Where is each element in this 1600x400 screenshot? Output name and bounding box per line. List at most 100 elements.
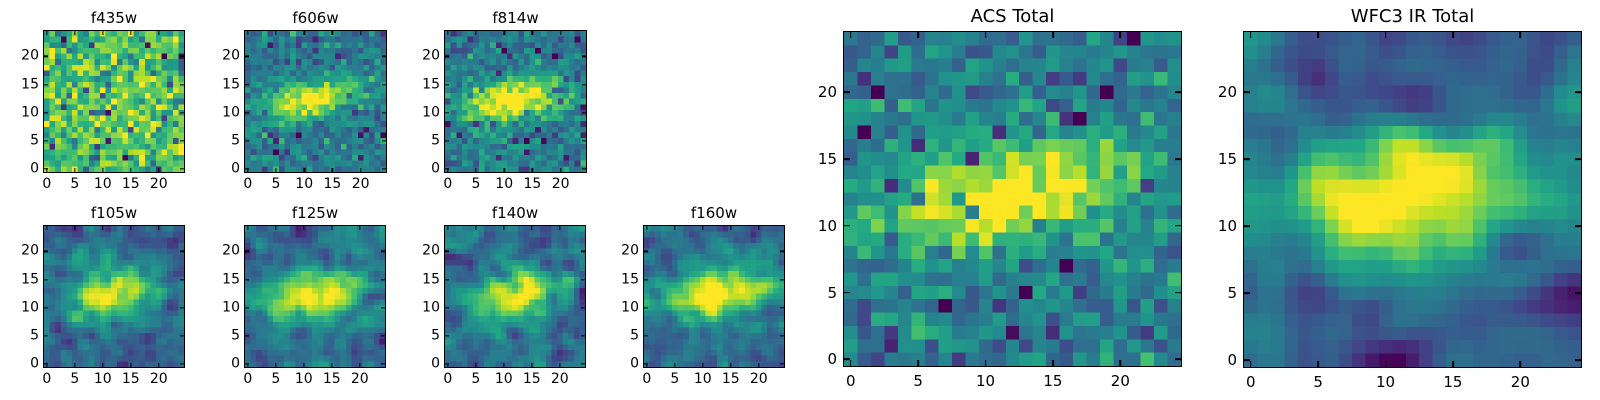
x-tick-mark	[74, 168, 76, 172]
x-tick-mark	[130, 31, 132, 35]
y-tick-label: 5	[30, 132, 39, 149]
x-tick-label: 15	[322, 371, 341, 387]
subplot-f160w: f160w 0 5 10 15 20 0 5 10 15 20	[621, 204, 785, 387]
x-tick-label: 15	[1443, 373, 1463, 391]
x-tick-label: 10	[494, 371, 513, 387]
x-tick-mark	[531, 168, 534, 172]
subplot-title: f160w	[690, 203, 738, 222]
y-tick-mark	[445, 250, 449, 253]
y-tick-label: 15	[422, 271, 440, 288]
x-tick-mark	[46, 226, 48, 230]
subplot-title: f814w	[492, 8, 539, 27]
x-tick-mark	[102, 363, 104, 367]
y-tick-mark	[1575, 292, 1581, 295]
y-tick-label: 5	[30, 327, 39, 344]
y-tick-label: 0	[231, 355, 240, 372]
y-tick-label: 10	[422, 299, 440, 316]
x-tick-mark	[102, 168, 104, 172]
y-tick-label: 10	[21, 104, 39, 121]
y-tick-mark	[582, 140, 586, 142]
x-tick-mark	[531, 31, 534, 35]
subplot-title: f606w	[292, 8, 339, 27]
y-tick-label: 20	[222, 47, 240, 64]
y-tick-mark	[245, 335, 249, 337]
x-tick-mark	[849, 360, 852, 366]
y-tick-mark	[382, 55, 386, 58]
y-tick-label: 20	[222, 242, 240, 259]
x-tick-label: 5	[670, 371, 680, 387]
y-tick-label: 20	[422, 47, 440, 64]
y-tick-mark	[382, 140, 386, 142]
x-tick-label: 20	[149, 176, 168, 192]
x-tick-label: 0	[443, 176, 453, 192]
x-tick-label: 10	[693, 371, 712, 387]
x-tick-mark	[849, 32, 852, 38]
x-tick-mark	[646, 363, 648, 367]
y-tick-mark	[844, 358, 850, 361]
y-tick-label: 5	[231, 327, 240, 344]
subplot-title: f140w	[491, 203, 539, 222]
x-tick-mark	[102, 226, 104, 230]
x-tick-mark	[702, 226, 704, 230]
x-tick-mark	[303, 363, 305, 367]
y-tick-label: 20	[817, 83, 837, 102]
y-tick-mark	[245, 112, 249, 114]
y-tick-mark	[844, 158, 850, 160]
x-tick-label: 10	[1375, 373, 1396, 391]
x-tick-label: 5	[1313, 373, 1323, 391]
x-tick-mark	[158, 226, 160, 230]
x-tick-label: 5	[913, 372, 923, 390]
y-tick-mark	[245, 140, 249, 142]
y-tick-mark	[1175, 91, 1181, 93]
x-tick-label: 0	[642, 371, 652, 387]
y-tick-label: 5	[431, 132, 440, 149]
y-tick-mark	[1244, 359, 1250, 362]
x-tick-mark	[447, 363, 449, 367]
y-tick-mark	[44, 335, 48, 337]
x-tick-mark	[74, 226, 76, 230]
y-tick-label: 0	[431, 355, 440, 372]
y-tick-label: 20	[1217, 83, 1237, 102]
y-tick-label: 10	[422, 104, 440, 121]
y-tick-mark	[180, 278, 184, 281]
y-tick-mark	[844, 91, 850, 93]
heatmap-image	[844, 32, 1181, 366]
x-tick-mark	[559, 363, 561, 367]
x-tick-label: 20	[749, 371, 768, 387]
y-tick-mark	[44, 168, 48, 170]
x-tick-mark	[559, 31, 562, 35]
x-tick-mark	[359, 168, 362, 172]
y-tick-mark	[780, 250, 784, 253]
y-tick-mark	[644, 278, 648, 281]
y-tick-mark	[445, 335, 449, 337]
y-tick-mark	[381, 363, 385, 365]
x-tick-label: 5	[471, 176, 481, 192]
y-tick-mark	[180, 250, 184, 253]
x-tick-mark	[130, 226, 132, 230]
x-tick-mark	[303, 31, 305, 35]
x-tick-mark	[275, 363, 277, 367]
x-tick-mark	[1384, 32, 1387, 38]
y-tick-label: 15	[21, 271, 39, 288]
y-tick-mark	[180, 55, 184, 58]
x-tick-mark	[503, 226, 505, 230]
y-tick-mark	[445, 278, 449, 281]
x-tick-label: 5	[70, 371, 80, 387]
x-tick-mark	[74, 363, 76, 367]
x-tick-mark	[359, 31, 362, 35]
y-tick-mark	[245, 278, 249, 281]
y-tick-mark	[245, 250, 249, 253]
subplot-f606w: f606w 0 5 10 15 20 0 5 10 15 20	[222, 9, 387, 192]
x-tick-label: 15	[1043, 372, 1063, 390]
x-tick-mark	[303, 168, 305, 172]
x-tick-label: 20	[149, 371, 168, 387]
y-tick-mark	[1575, 225, 1581, 228]
x-tick-mark	[475, 226, 477, 230]
x-tick-mark	[359, 363, 361, 367]
subplot-f814w: f814w 0 5 10 15 20 0 5 10 15 20	[422, 9, 587, 192]
y-tick-mark	[381, 250, 385, 253]
y-tick-label: 0	[630, 355, 639, 372]
x-tick-mark	[1052, 360, 1054, 366]
y-tick-mark	[844, 224, 850, 227]
y-tick-label: 20	[621, 242, 639, 259]
